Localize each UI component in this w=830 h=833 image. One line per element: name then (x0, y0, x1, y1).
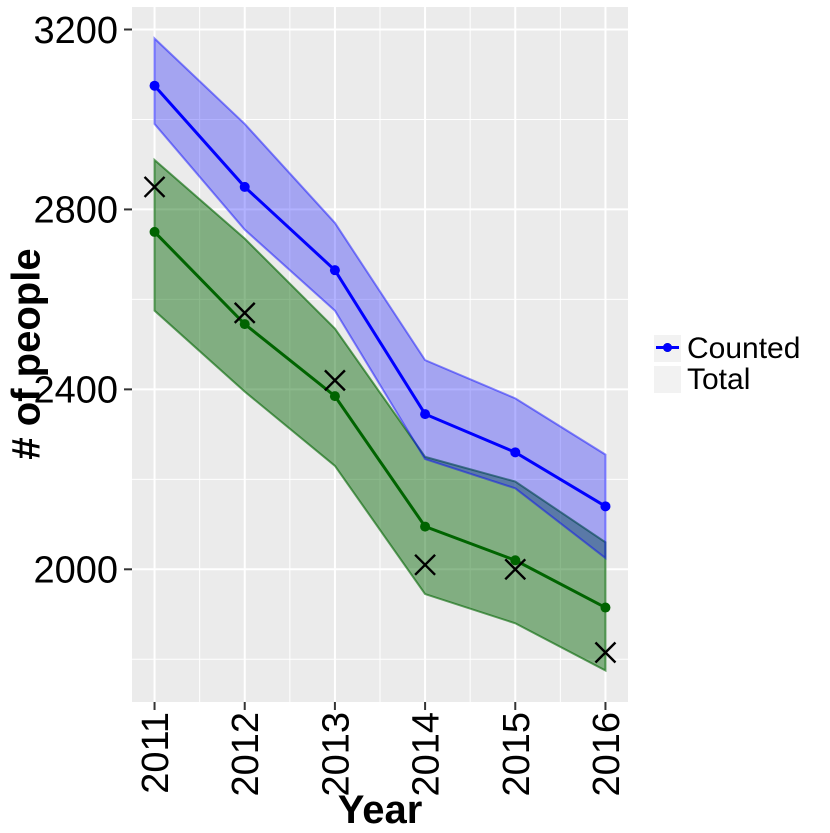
x-tick-label: 2014 (406, 712, 448, 797)
x-marker (594, 641, 617, 664)
counted-point (420, 521, 431, 532)
y-tick-label: 2400 (33, 370, 118, 412)
counted-point (239, 319, 250, 330)
x-marker (143, 176, 166, 198)
total-point (510, 447, 521, 458)
total-point (329, 265, 340, 276)
x-tick-label: 2011 (135, 712, 177, 794)
counted-point (329, 391, 340, 402)
x-marker (233, 302, 256, 324)
x-marker (324, 369, 346, 392)
x-tick-label: 2015 (496, 712, 538, 797)
total-point (149, 80, 160, 91)
total-point (239, 181, 250, 192)
total-point (600, 501, 611, 512)
x-marker (504, 558, 527, 581)
x-tick-label: 2016 (586, 712, 628, 797)
total-point (420, 409, 431, 420)
counted-point (600, 602, 611, 613)
y-tick-label: 2000 (33, 550, 118, 592)
counted-ribbon (153, 157, 607, 673)
total-ribbon (153, 36, 607, 561)
y-axis-title: # of people (4, 248, 49, 460)
total-line (153, 84, 607, 508)
counted-point (149, 226, 160, 237)
x-tick-label: 2012 (225, 712, 267, 797)
y-tick-label: 3200 (33, 10, 118, 52)
x-tick-label: 2013 (315, 712, 357, 797)
counted-line (153, 230, 607, 609)
counted-point (510, 555, 521, 566)
legend-item-total: Total (654, 343, 800, 396)
legend-label-total: Total (687, 362, 751, 396)
legend: Counted Total (654, 331, 801, 396)
legend-label-counted: Counted (687, 331, 801, 365)
total-key-icon (654, 343, 681, 393)
x-axis-title: Year (337, 788, 423, 832)
x-marker (414, 553, 436, 576)
y-tick-label: 2800 (33, 190, 118, 232)
